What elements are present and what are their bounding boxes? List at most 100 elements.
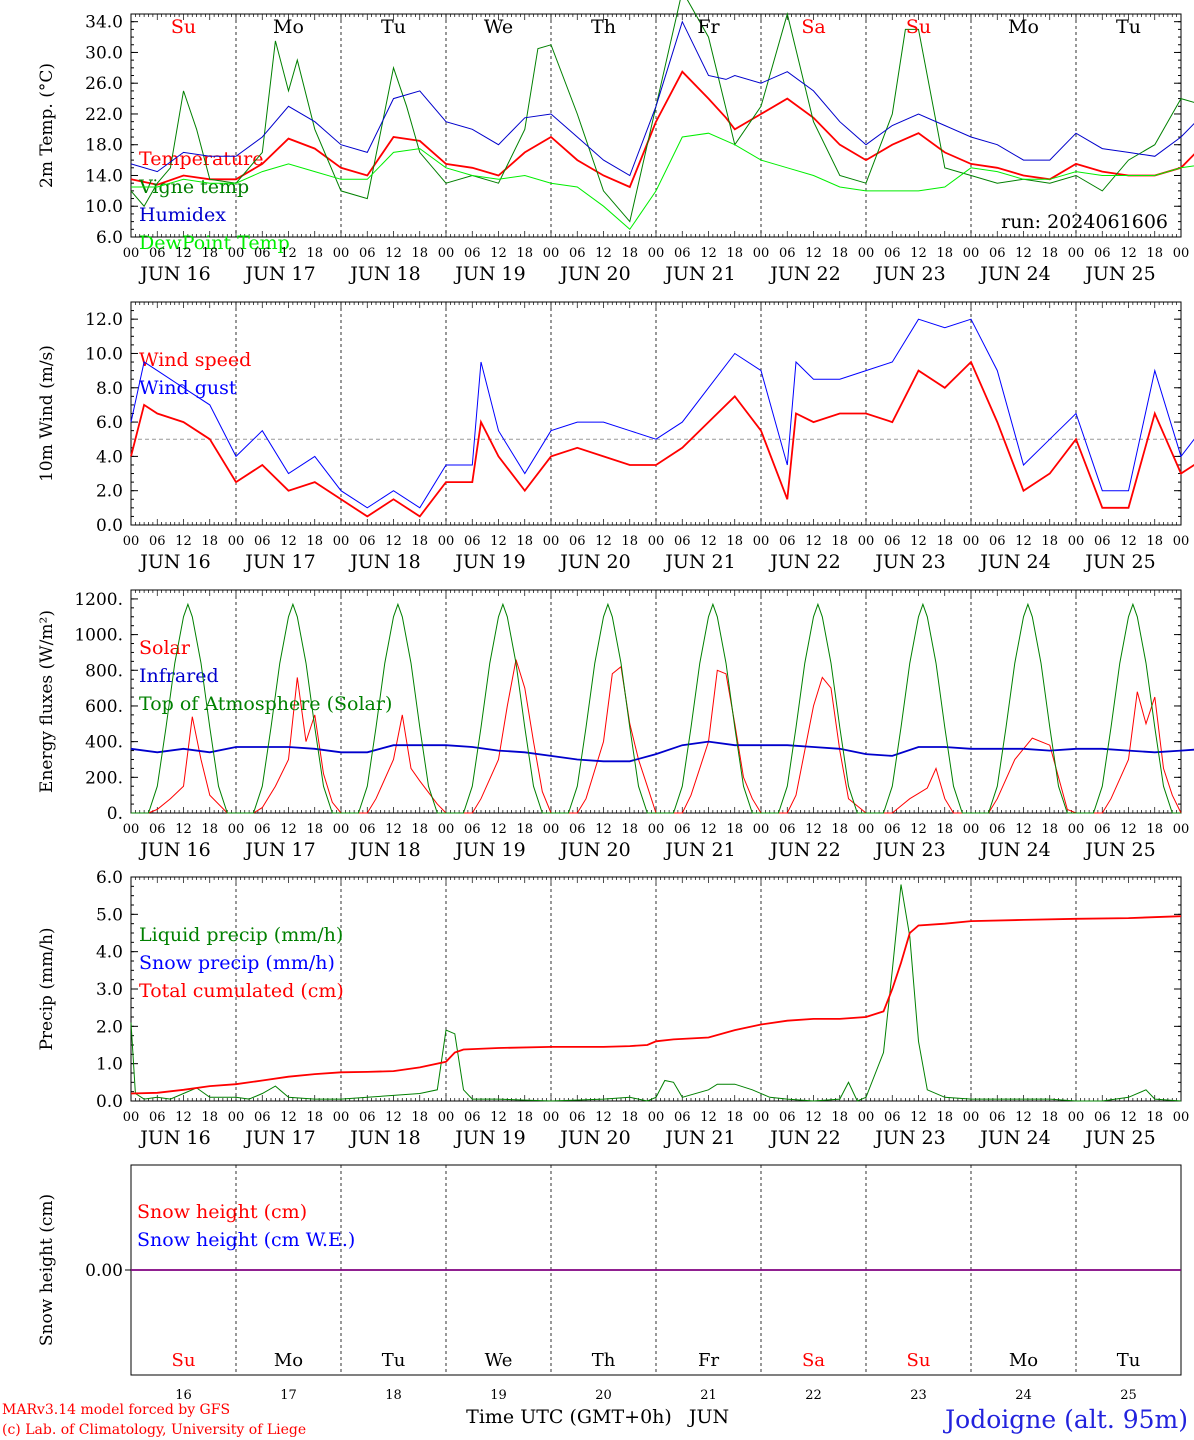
legend-entry: DewPoint Temp (139, 232, 290, 254)
y-tick-label: 6.0 (96, 868, 123, 888)
date-label: JUN 18 (348, 1127, 420, 1149)
hour-label: 06 (569, 822, 586, 837)
hour-label: 00 (648, 534, 665, 549)
hour-label: 18 (516, 1110, 533, 1125)
y-tick-label: 0.0 (96, 1092, 123, 1112)
hour-label: 12 (280, 1110, 297, 1125)
y-tick-label: 30.0 (85, 43, 123, 63)
hour-label: 12 (385, 534, 402, 549)
hour-label: 12 (490, 822, 507, 837)
hour-label: 00 (1068, 1110, 1085, 1125)
hour-label: 18 (1146, 246, 1163, 261)
hour-label: 12 (595, 1110, 612, 1125)
hour-label: 00 (123, 1110, 140, 1125)
hour-label: 18 (726, 1110, 743, 1125)
hour-label: 06 (884, 822, 901, 837)
legend-entry: Top of Atmosphere (Solar) (139, 693, 392, 715)
hour-label: 06 (359, 1110, 376, 1125)
hour-label: 12 (385, 246, 402, 261)
weekday-label: Tu (1116, 16, 1141, 38)
hour-label: 18 (516, 822, 533, 837)
hour-label: 06 (674, 1110, 691, 1125)
y-tick-label: 1.0 (96, 1055, 123, 1075)
date-label: JUN 22 (768, 1127, 840, 1149)
hour-label: 12 (595, 534, 612, 549)
footer-lab: (c) Lab. of Climatology, University of L… (2, 1422, 306, 1438)
hour-label: 12 (595, 246, 612, 261)
hour-label: 18 (936, 534, 953, 549)
hour-label: 00 (858, 1110, 875, 1125)
y-tick-label: 2.0 (96, 1017, 123, 1037)
series-line-energy-1 (130, 740, 1194, 763)
hour-label: 18 (1041, 246, 1058, 261)
hour-label: 00 (333, 534, 350, 549)
hour-label: 12 (1015, 246, 1032, 261)
legend-entry: Liquid precip (mm/h) (139, 924, 343, 946)
hour-label: 12 (700, 534, 717, 549)
hour-label: 06 (254, 534, 271, 549)
x-axis-label: Time UTC (GMT+0h) (466, 1406, 672, 1428)
hour-label: 00 (1173, 534, 1190, 549)
day-number-label: 19 (490, 1388, 507, 1403)
date-label: JUN 18 (348, 263, 420, 285)
hour-label: 18 (831, 822, 848, 837)
hour-label: 06 (359, 534, 376, 549)
hour-label: 06 (149, 246, 166, 261)
hour-label: 12 (490, 534, 507, 549)
hour-label: 00 (228, 534, 245, 549)
hour-label: 18 (1041, 534, 1058, 549)
hour-label: 00 (123, 822, 140, 837)
hour-label: 18 (726, 246, 743, 261)
y-tick-label: 10.0 (85, 197, 123, 217)
hour-label: 06 (464, 246, 481, 261)
hour-label: 06 (464, 1110, 481, 1125)
hour-label: 12 (910, 534, 927, 549)
hour-label: 12 (175, 246, 192, 261)
hour-label: 18 (831, 534, 848, 549)
hour-label: 18 (411, 246, 428, 261)
hour-label: 06 (569, 534, 586, 549)
y-tick-label: 1200. (74, 590, 123, 610)
date-label: JUN 19 (453, 551, 525, 573)
y-tick-label: 1000. (74, 626, 123, 646)
hour-label: 12 (1120, 822, 1137, 837)
weekday-label: Fr (697, 16, 720, 38)
hour-label: 00 (438, 822, 455, 837)
weekday-label: Mo (274, 1350, 303, 1371)
hour-label: 06 (779, 822, 796, 837)
hour-label: 18 (1146, 1110, 1163, 1125)
hour-label: 18 (936, 246, 953, 261)
hour-label: 18 (411, 822, 428, 837)
date-label: JUN 16 (138, 263, 210, 285)
weekday-label: Fr (698, 1350, 719, 1371)
hour-label: 12 (490, 246, 507, 261)
hour-label: 18 (831, 246, 848, 261)
hour-label: 00 (333, 1110, 350, 1125)
hour-label: 00 (543, 1110, 560, 1125)
hour-label: 00 (963, 822, 980, 837)
hour-label: 12 (490, 1110, 507, 1125)
weekday-label: Su (906, 16, 931, 38)
date-label: JUN 25 (1083, 839, 1155, 861)
hour-label: 12 (1120, 246, 1137, 261)
hour-label: 12 (175, 822, 192, 837)
date-label: JUN 23 (873, 551, 945, 573)
series-line-temp-1 (130, 0, 1194, 223)
weekday-label: Su (171, 16, 196, 38)
weekday-label: Sa (802, 1350, 825, 1371)
hour-label: 12 (280, 822, 297, 837)
hour-label: 18 (306, 534, 323, 549)
day-number-label: 22 (805, 1388, 822, 1403)
date-label: JUN 25 (1083, 1127, 1155, 1149)
hour-label: 00 (1068, 246, 1085, 261)
hour-label: 12 (805, 534, 822, 549)
hour-label: 00 (753, 1110, 770, 1125)
hour-label: 00 (438, 534, 455, 549)
y-axis-label: Precip (mm/h) (37, 927, 57, 1050)
location-title: Jodoigne (alt. 95m) (942, 1405, 1188, 1434)
weekday-label: Su (172, 1350, 196, 1371)
hour-label: 18 (936, 822, 953, 837)
hour-label: 12 (1120, 1110, 1137, 1125)
series-line-temp-2 (130, 20, 1194, 177)
